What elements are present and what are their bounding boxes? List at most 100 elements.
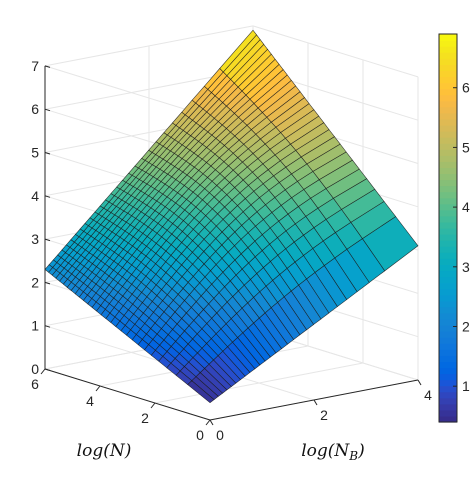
colorbar-swatch	[439, 124, 457, 132]
colorbar-swatch	[439, 197, 457, 205]
colorbar-swatch	[439, 137, 457, 144]
colorbar-swatch	[439, 264, 457, 272]
colorbar-swatch	[439, 331, 457, 338]
colorbar-swatch	[439, 282, 457, 290]
x-tick-label: 6	[31, 376, 39, 392]
y-tick-mark	[313, 399, 318, 406]
colorbar-swatch	[439, 361, 457, 369]
z-tick-mark	[44, 325, 51, 328]
colorbar-swatch	[439, 355, 457, 362]
z-tick-mark	[44, 108, 51, 112]
colorbar-swatch	[439, 34, 457, 41]
x-tick-label: 0	[196, 427, 204, 443]
colorbar-swatch	[439, 246, 457, 253]
z-tick-label: 6	[31, 101, 39, 117]
colorbar-swatch	[439, 40, 457, 47]
z-tick-label: 1	[31, 318, 39, 334]
y-axis-label: log(NB)	[301, 441, 365, 463]
colorbar-swatch	[439, 397, 457, 405]
colorbar-swatch	[439, 82, 457, 90]
colorbar-swatch	[439, 325, 457, 332]
colorbar-swatch	[439, 131, 457, 138]
colorbar-tick-label: 6	[462, 80, 470, 96]
colorbar-swatch	[439, 373, 457, 381]
colorbar-swatch	[439, 209, 457, 217]
colorbar-swatch	[439, 100, 457, 108]
colorbar-swatch	[439, 276, 457, 284]
y-tick-label: 0	[216, 427, 224, 443]
y-tick-mark	[209, 419, 214, 426]
colorbar-gradient	[439, 34, 457, 423]
colorbar-swatch	[439, 143, 457, 150]
colorbar-swatch	[439, 179, 457, 187]
colorbar-swatch	[439, 58, 457, 65]
colorbar-swatch	[439, 288, 457, 296]
colorbar-tick-label: 4	[462, 199, 470, 215]
colorbar-swatch	[439, 52, 457, 59]
z-tick-mark	[44, 195, 51, 198]
colorbar-swatch	[439, 240, 457, 247]
colorbar-ticks: 1 2 3 4 5 6	[453, 80, 470, 394]
colorbar-swatch	[439, 76, 457, 84]
z-tick-mark	[44, 368, 51, 371]
colorbar-swatch	[439, 155, 457, 162]
colorbar-swatch	[439, 391, 457, 399]
colorbar-swatch	[439, 118, 457, 126]
z-tick-label: 7	[31, 58, 39, 74]
colorbar-swatch	[439, 306, 457, 314]
colorbar-swatch	[439, 88, 457, 96]
z-tick-mark	[44, 238, 51, 242]
colorbar-swatch	[439, 300, 457, 308]
colorbar-swatch	[439, 270, 457, 278]
x-axis-label: log(N)	[77, 441, 132, 461]
colorbar-swatch	[439, 161, 457, 168]
surface-patch	[187, 380, 215, 404]
colorbar-swatch	[439, 312, 457, 320]
colorbar-frame	[438, 33, 458, 423]
y-tick-mark	[417, 379, 422, 386]
y-tick-label: 4	[424, 387, 432, 403]
y-tick-label: 2	[320, 407, 328, 423]
colorbar-tick-label: 3	[462, 259, 470, 275]
colorbar-swatch	[439, 173, 457, 181]
colorbar-swatch	[439, 294, 457, 302]
colorbar-tick-label: 5	[462, 139, 470, 155]
colorbar-swatch	[439, 379, 457, 387]
colorbar-swatch	[439, 185, 457, 193]
colorbar-swatch	[439, 112, 457, 120]
colorbar-swatch	[439, 252, 457, 259]
colorbar-swatch	[439, 234, 457, 241]
colorbar-swatch	[439, 415, 457, 423]
z-tick-mark	[44, 281, 51, 285]
x-tick-label: 2	[141, 410, 149, 426]
colorbar-swatch	[439, 203, 457, 211]
colorbar-swatch	[439, 94, 457, 102]
colorbar-tick-label: 2	[462, 318, 470, 334]
x-tick-mark	[40, 368, 46, 375]
colorbar-swatch	[439, 149, 457, 156]
colorbar-swatch	[439, 221, 457, 229]
colorbar-swatch	[439, 337, 457, 344]
colorbar-swatch	[439, 64, 457, 71]
colorbar-swatch	[439, 46, 457, 53]
colorbar-swatch	[439, 403, 457, 411]
colorbar-swatch	[439, 258, 457, 265]
z-tick-label: 0	[31, 361, 39, 377]
z-tick-mark	[44, 152, 51, 155]
colorbar-swatch	[439, 385, 457, 393]
x-tick-mark	[95, 385, 101, 392]
surface-mesh	[44, 29, 419, 404]
colorbar: 1 2 3 4 5 6	[438, 33, 470, 423]
x-tick-mark	[150, 402, 156, 409]
colorbar-swatch	[439, 318, 457, 326]
colorbar-swatch	[439, 70, 457, 78]
colorbar-swatch	[439, 167, 457, 175]
z-tick-label: 2	[31, 274, 39, 290]
grid-z-back-y	[252, 25, 419, 78]
colorbar-swatch	[439, 106, 457, 114]
colorbar-swatch	[439, 349, 457, 356]
x-tick-mark	[205, 419, 211, 426]
